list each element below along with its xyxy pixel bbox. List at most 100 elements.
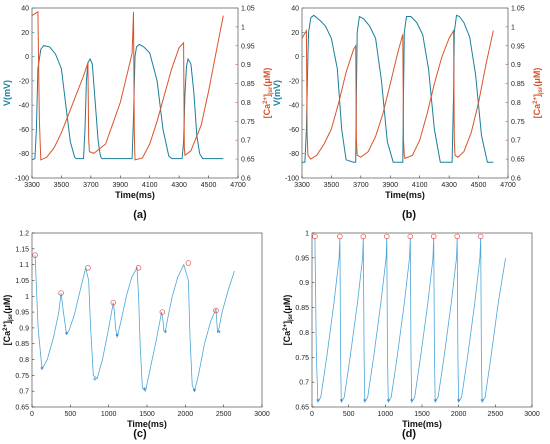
y-axis-label: [Ca2+]jsr(μM) (282, 295, 294, 346)
y-tick-label-right: 0.8 (241, 100, 251, 107)
y-tick-label-right: 0.9 (511, 62, 521, 69)
plot-frame (31, 232, 263, 408)
trough-marker: * (457, 398, 461, 406)
y-tick-label: -20 (19, 78, 29, 85)
y-tick-label-right: 1 (511, 24, 515, 31)
peak-marker (430, 233, 437, 240)
y-tick-label: 20 (291, 30, 299, 37)
y-axis-label-right: [Ca2+]jsr(μM) (532, 68, 544, 119)
plot-frame (301, 7, 509, 179)
x-tick-label: 2000 (451, 411, 467, 418)
trough-marker: * (217, 329, 221, 337)
y-tick-label-right: 0.95 (511, 43, 525, 50)
trough-marker: * (340, 398, 344, 406)
calcium-series-line (301, 28, 494, 160)
x-tick-label: 1000 (101, 411, 117, 418)
trough-marker: * (480, 398, 484, 406)
x-tick-label: 3700 (353, 182, 369, 189)
calcium-series-line (31, 10, 224, 161)
peak-marker (135, 265, 142, 271)
x-tick-label: 3700 (83, 182, 99, 189)
y-tick-label: 0.85 (15, 341, 29, 348)
y-tick-label: 1.15 (15, 246, 29, 253)
x-tick-label: 500 (343, 411, 355, 418)
y-axis-label: [Ca2+]jsr(μM) (2, 295, 14, 346)
x-tick-label: 4700 (500, 182, 516, 189)
x-axis-label: Time(ms) (385, 190, 425, 200)
y-tick-label-right: 0.65 (241, 157, 255, 164)
x-tick-label: 4300 (171, 182, 187, 189)
y-tick-label: 0.7 (299, 380, 309, 387)
trough-marker: * (65, 331, 69, 339)
y-tick-label: 1.05 (15, 278, 29, 285)
x-tick-label: 1000 (378, 411, 394, 418)
y-tick-label: 0.95 (295, 255, 309, 262)
trough-marker: * (115, 332, 119, 340)
x-tick-label: 3500 (324, 182, 340, 189)
calcium-series-line (314, 237, 506, 404)
y-tick-label: 1 (305, 231, 309, 238)
trough-marker: * (387, 398, 391, 406)
y-tick-label: 0.75 (295, 355, 309, 362)
x-tick-label: 500 (64, 411, 76, 418)
x-axis-label: Time(ms) (127, 419, 167, 429)
y-tick-label: -40 (289, 103, 299, 110)
peak-marker (110, 299, 117, 306)
y-tick-label: -100 (285, 176, 299, 183)
panel-label-d: (d) (402, 428, 416, 440)
y-tick-label-right: 0.65 (511, 157, 525, 164)
y-tick-label: -40 (19, 103, 29, 110)
y-tick-label-right: 0.6 (511, 176, 521, 183)
x-tick-label: 3300 (24, 182, 40, 189)
y-axis-label-left: V(mV) (2, 80, 12, 106)
panel-label-c: (c) (133, 428, 147, 440)
y-tick-label: 20 (21, 30, 29, 37)
voltage-series-line (302, 14, 494, 163)
peak-marker (454, 233, 460, 240)
peak-marker (185, 260, 192, 266)
y-tick-label-right: 0.6 (241, 176, 251, 183)
peak-marker (85, 265, 91, 271)
x-tick-label: 1500 (414, 411, 430, 418)
x-axis-label: Time(ms) (402, 419, 442, 429)
x-tick-label: 4500 (471, 182, 487, 189)
trough-marker: * (164, 329, 168, 337)
x-tick-label: 3900 (382, 182, 398, 189)
x-tick-label: 0 (30, 411, 34, 418)
peak-marker (337, 233, 343, 240)
panel-label-a: (a) (133, 209, 147, 221)
x-tick-label: 3300 (294, 182, 310, 189)
y-tick-label: 0.85 (295, 305, 309, 312)
y-tick-label: -20 (289, 78, 299, 85)
peak-marker (32, 252, 38, 258)
y-tick-label: -80 (19, 151, 29, 158)
y-tick-label-right: 0.7 (511, 138, 521, 145)
y-tick-label-right: 1.05 (241, 6, 255, 13)
peak-marker (159, 309, 166, 315)
panel-a: 3300 3500 3700 3900 4100 4300 4500 4700 Time(ms)… (2, 6, 274, 201)
y-tick-label: 0.8 (19, 357, 29, 364)
calcium-series-line (34, 255, 235, 393)
panel-c: 0 500 1000 1500 2000 2500 3000 Time(ms) 0.65 0.7 0… (2, 231, 270, 430)
x-tick-label: 3000 (524, 411, 540, 418)
y-tick-label-right: 1.05 (511, 6, 525, 13)
x-axis-label: Time(ms) (115, 190, 155, 200)
peak-marker (58, 290, 64, 296)
y-axis-label-right: [Ca2+]jsr(μM) (262, 68, 274, 119)
panel-d: 0 500 1000 1500 2000 2500 3000 Time(ms) 0.65 0.7 0… (282, 231, 540, 430)
y-tick-label: 40 (291, 6, 299, 13)
y-tick-label-right: 0.75 (511, 119, 525, 126)
trough-marker: * (316, 398, 320, 406)
y-axis-label-left: V(mV) (272, 80, 282, 106)
y-tick-label: -60 (289, 127, 299, 134)
peak-marker (312, 233, 318, 240)
y-tick-label-right: 0.9 (241, 62, 251, 69)
y-tick-label: 40 (21, 6, 29, 13)
y-tick-label: -80 (289, 151, 299, 158)
y-tick-label-right: 0.95 (241, 43, 255, 50)
y-tick-label: -60 (19, 127, 29, 134)
x-tick-label: 2500 (488, 411, 504, 418)
y-tick-label: 0.65 (15, 405, 29, 412)
peak-marker (407, 233, 414, 240)
